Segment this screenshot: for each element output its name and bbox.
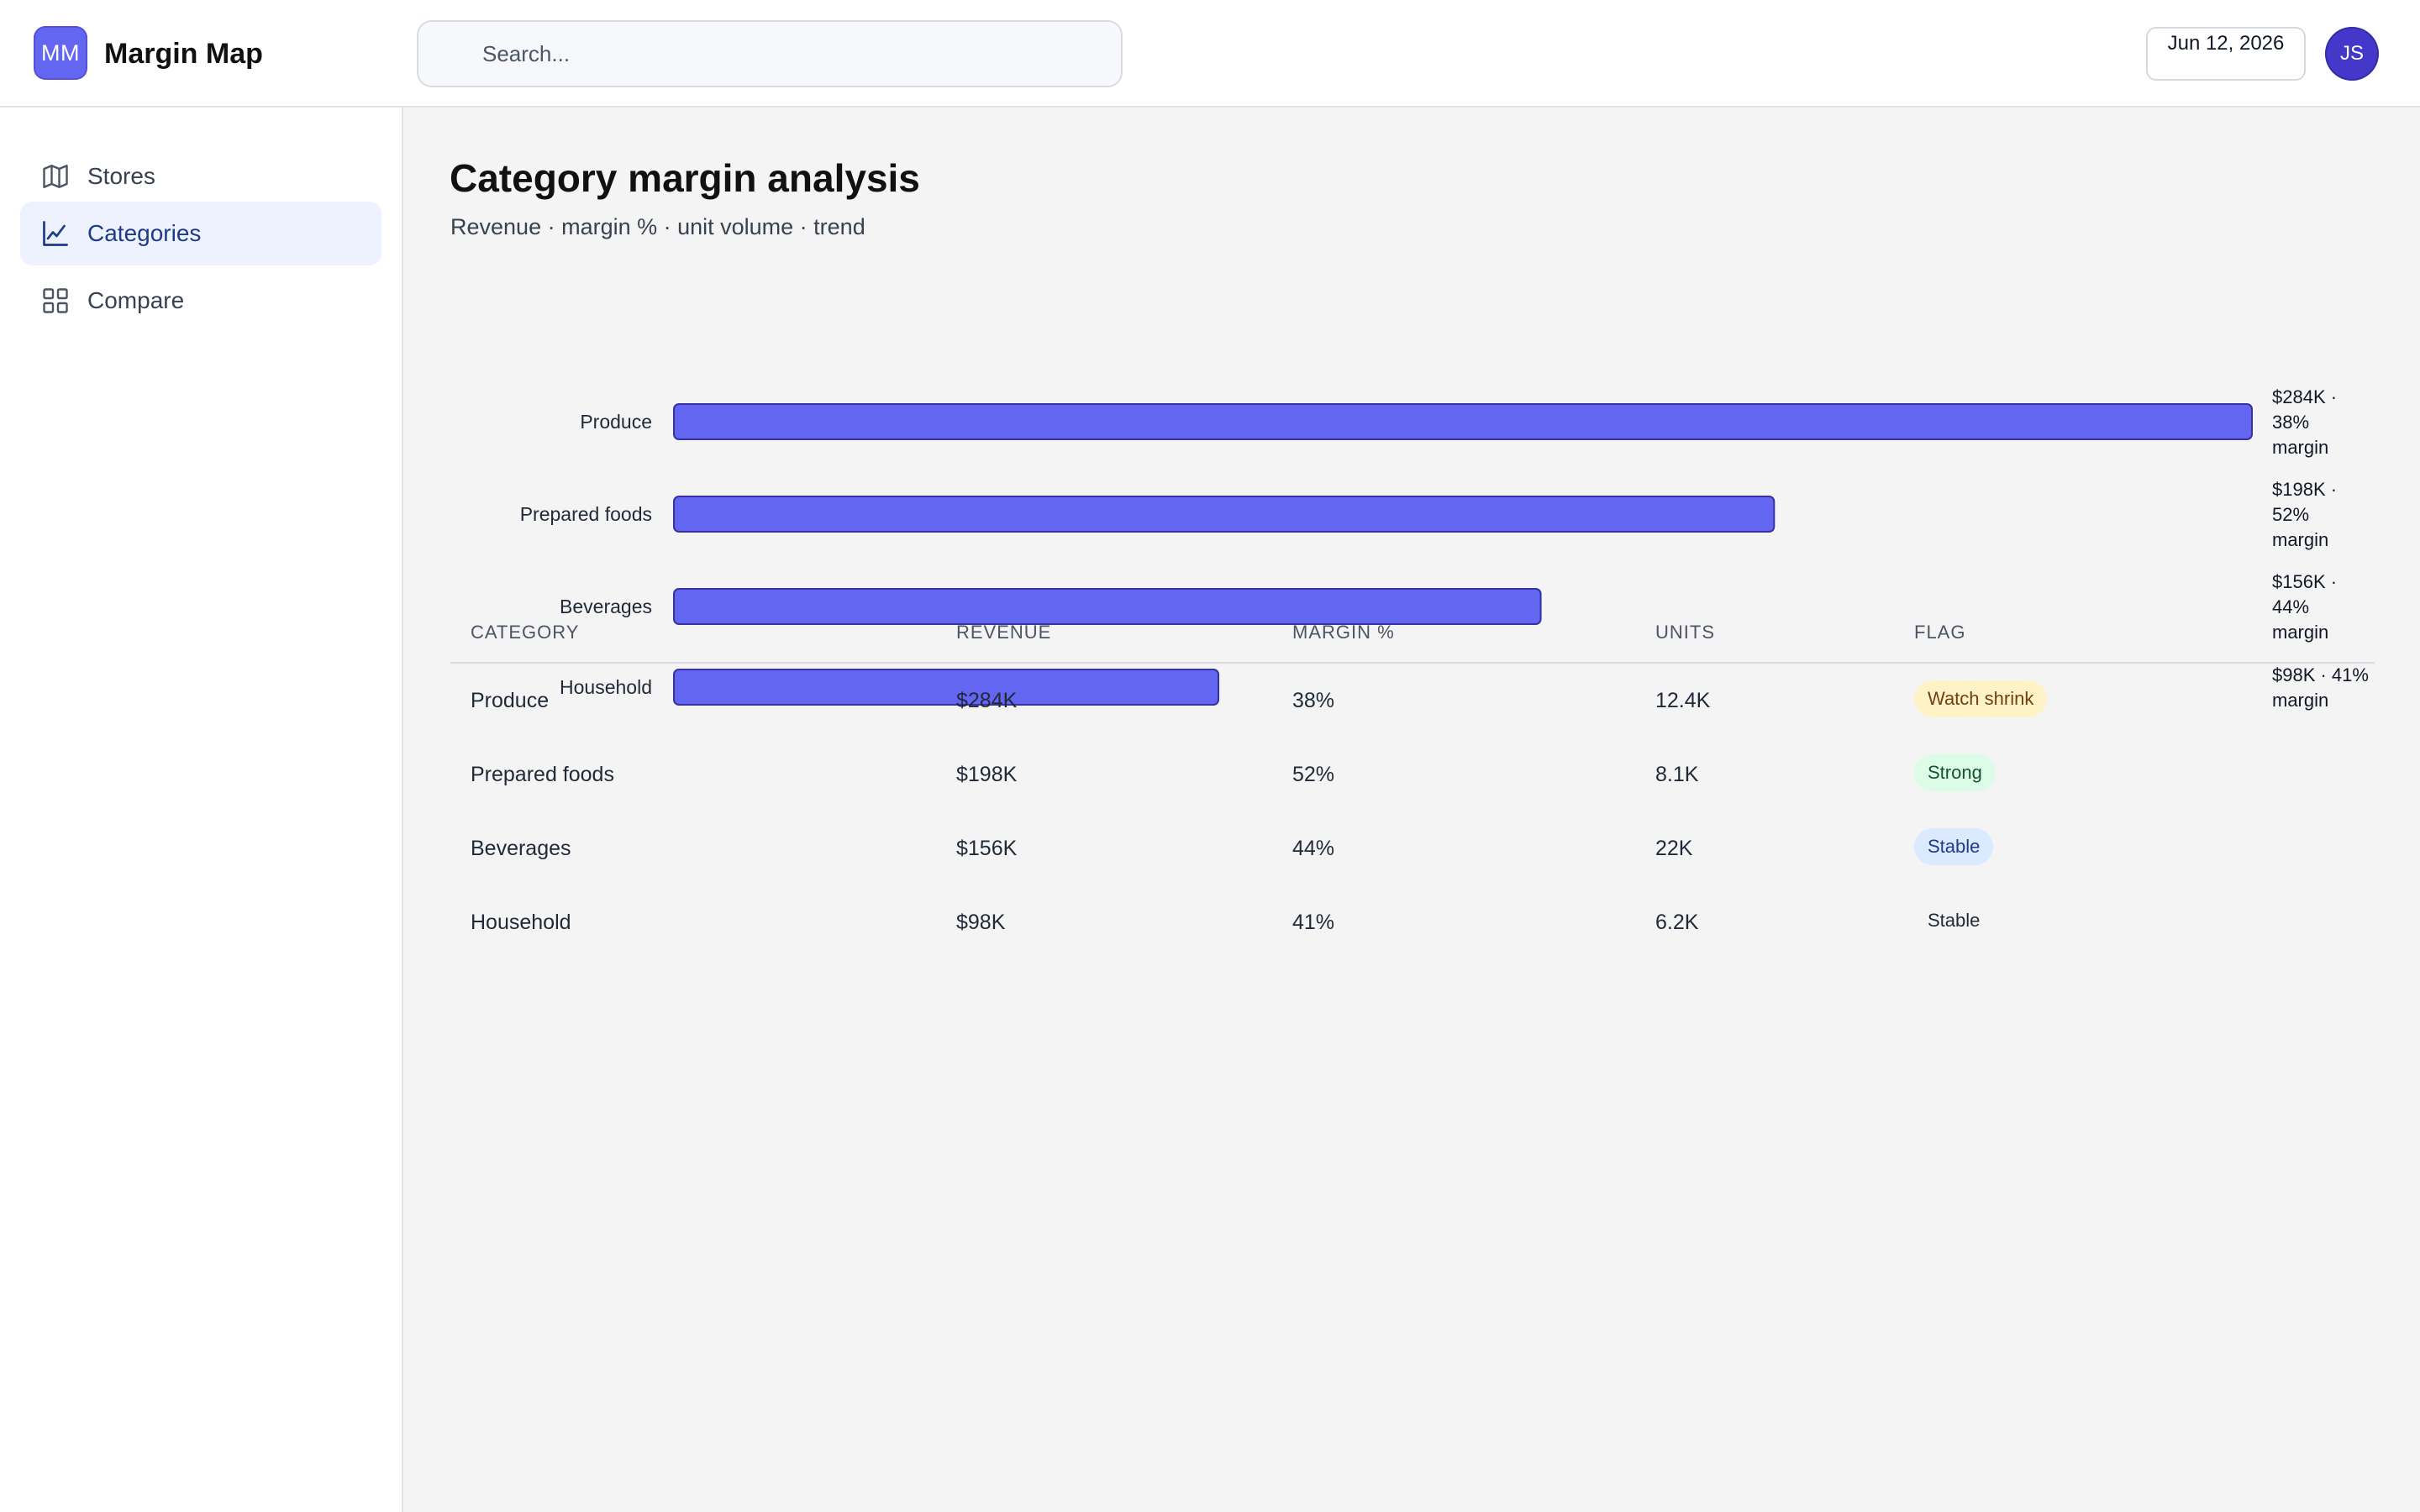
- table-row[interactable]: Household $98K 41% 6.2K Stable: [450, 885, 2375, 959]
- column-header-category[interactable]: CATEGORY: [471, 622, 580, 643]
- category-label: Beverages: [560, 596, 652, 617]
- status-badge: Stable: [1914, 828, 1994, 865]
- search-input[interactable]: [482, 22, 1104, 86]
- category-label: Household: [560, 676, 652, 698]
- cell-revenue: $156K: [956, 837, 1018, 860]
- cell-units: 8.1K: [1655, 763, 1699, 786]
- data-label: $156K · 44% margin: [2272, 571, 2337, 643]
- grid-icon: [43, 288, 68, 313]
- bar[interactable]: [673, 669, 1220, 706]
- bar[interactable]: [673, 403, 2253, 440]
- date-picker-button[interactable]: Jun 12, 2026: [2146, 27, 2306, 81]
- bar-chart-svg: Produce $284K · 38% margin Prepared foods $19…: [520, 386, 2369, 711]
- bar[interactable]: [673, 496, 1776, 533]
- status-badge: Watch shrink: [1914, 680, 2048, 717]
- sidebar-item-label: Stores: [87, 163, 155, 189]
- cell-units: 6.2K: [1655, 911, 1699, 934]
- data-label: $198K · 52% margin: [2272, 479, 2337, 550]
- cell-units: 12.4K: [1655, 689, 1711, 712]
- status-badge: Strong: [1914, 754, 1996, 791]
- column-header-units[interactable]: UNITS: [1655, 622, 1715, 643]
- column-header-revenue[interactable]: REVENUE: [956, 622, 1052, 643]
- sidebar: Stores Categories Compare: [0, 108, 403, 1512]
- cell-margin: 52%: [1292, 763, 1335, 786]
- column-header-margin[interactable]: MARGIN %: [1292, 622, 1395, 643]
- bar[interactable]: [673, 588, 1542, 625]
- data-label: $98K · 41% margin: [2272, 664, 2369, 711]
- cell-margin: 44%: [1292, 837, 1335, 860]
- table-row[interactable]: Produce $284K 38% 12.4K Watch shrink: [450, 664, 2375, 738]
- table-header: CATEGORY REVENUE MARGIN % UNITS FLAG: [450, 612, 2375, 664]
- table-row[interactable]: Prepared foods $198K 52% 8.1K Strong: [450, 738, 2375, 811]
- top-bar: MM Margin Map Jun 12, 2026 JS: [0, 0, 2420, 108]
- column-header-flag[interactable]: FLAG: [1914, 622, 1966, 643]
- line-chart-icon: [43, 221, 68, 246]
- app-name: Margin Map: [104, 38, 263, 70]
- page-title: Category margin analysis: [450, 156, 920, 200]
- category-revenue-chart: Produce $284K · 38% margin Prepared foods $19…: [403, 267, 2420, 721]
- table-row[interactable]: Beverages $156K 44% 22K Stable: [450, 811, 2375, 885]
- category-table: CATEGORY REVENUE MARGIN % UNITS FLAG Pro…: [450, 612, 2375, 959]
- map-icon: [43, 165, 68, 188]
- page-subtitle: Revenue · margin % · unit volume · trend: [450, 214, 865, 239]
- sidebar-item-stores[interactable]: Stores: [20, 144, 381, 208]
- app-logo[interactable]: MM: [34, 26, 87, 80]
- category-label: Produce: [580, 411, 652, 433]
- category-label: Prepared foods: [520, 503, 652, 525]
- sidebar-item-compare[interactable]: Compare: [20, 269, 381, 333]
- cell-revenue: $284K: [956, 689, 1018, 712]
- status-badge: Stable: [1928, 910, 1981, 931]
- data-label: $284K · 38% margin: [2272, 386, 2337, 458]
- cell-category: Beverages: [471, 837, 571, 860]
- cell-revenue: $98K: [956, 911, 1006, 934]
- sidebar-item-label: Compare: [87, 287, 185, 313]
- cell-category: Produce: [471, 689, 550, 712]
- avatar[interactable]: JS: [2325, 27, 2379, 81]
- main-content: Category margin analysis Revenue · margi…: [403, 108, 2420, 1512]
- cell-margin: 38%: [1292, 689, 1335, 712]
- search-box[interactable]: [417, 20, 1123, 87]
- cell-category: Household: [471, 911, 571, 934]
- cell-revenue: $198K: [956, 763, 1018, 786]
- cell-units: 22K: [1655, 837, 1693, 860]
- cell-category: Prepared foods: [471, 763, 614, 786]
- sidebar-item-label: Categories: [87, 220, 202, 246]
- sidebar-item-categories[interactable]: Categories: [20, 202, 381, 265]
- cell-margin: 41%: [1292, 911, 1335, 934]
